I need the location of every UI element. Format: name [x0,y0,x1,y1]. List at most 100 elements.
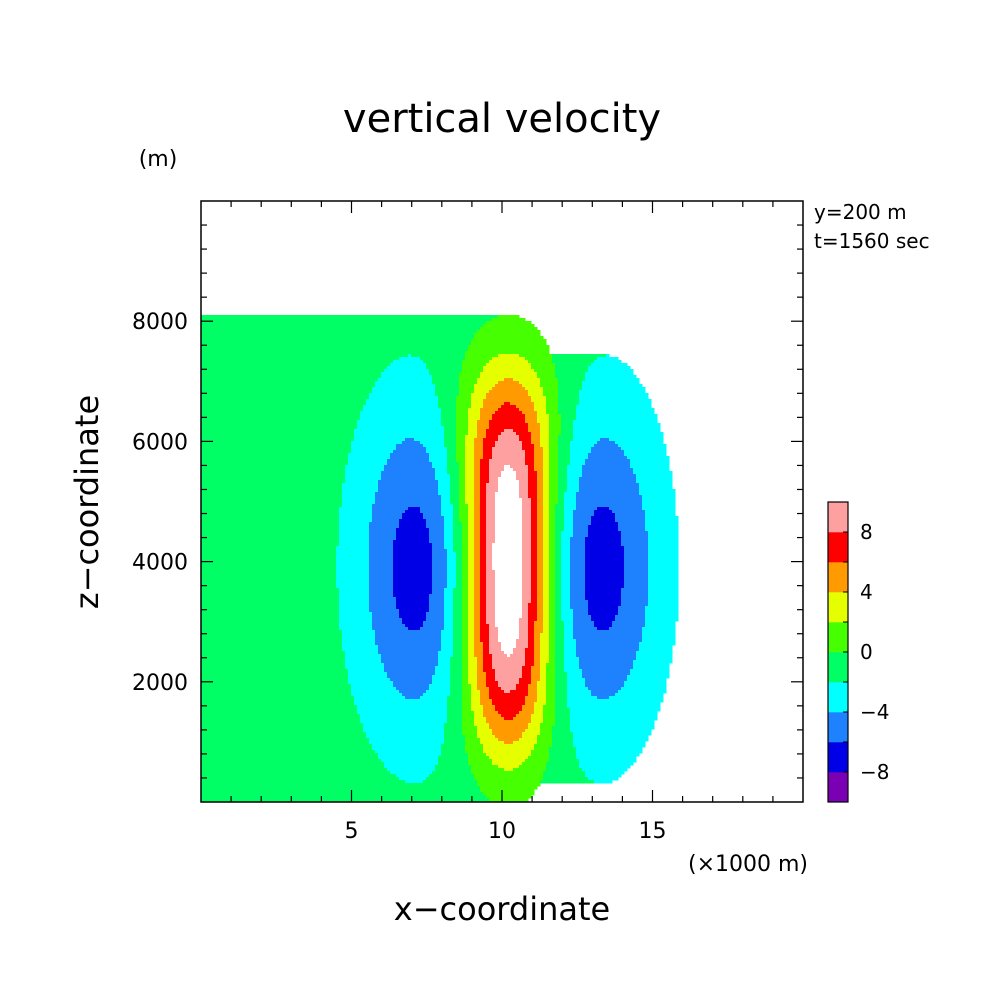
field-cell [561,414,577,418]
field-cell [453,651,463,655]
field-cell [201,351,466,355]
field-cell [201,567,337,571]
field-cell [453,645,463,649]
field-cell [585,555,625,559]
field-cell [537,483,544,487]
field-cell [561,606,571,610]
contour-field [201,315,679,803]
field-cell [558,459,571,463]
field-cell [486,603,496,607]
field-cell [477,732,493,736]
field-cell [567,705,661,709]
field-cell [600,438,610,442]
field-cell [492,387,526,391]
field-cell [519,627,529,631]
field-cell [552,726,571,730]
field-cell [474,600,481,604]
field-cell [402,516,424,520]
field-cell [432,561,448,565]
field-cell [486,597,496,601]
field-cell [576,651,637,655]
field-cell [540,651,550,655]
field-cell [594,621,613,625]
field-cell [360,717,448,721]
field-cell [477,666,484,670]
field-cell [348,678,391,682]
field-cell [201,591,340,595]
field-cell [441,648,454,652]
field-cell [435,468,448,472]
field-cell [531,561,538,565]
field-cell [648,537,679,541]
field-cell [450,495,460,499]
field-cell [462,675,469,679]
colorbar-swatch [828,682,848,713]
field-cell [522,564,532,568]
field-cell [372,621,403,625]
field-cell [453,642,463,646]
field-cell [201,537,340,541]
field-cell [537,513,544,517]
field-cell [555,717,571,721]
field-cell [462,648,469,652]
field-cell [531,525,538,529]
field-cell [561,618,574,622]
field-cell [393,543,433,547]
field-cell [564,666,580,670]
field-cell [462,522,469,526]
field-cell [480,510,487,514]
field-cell [495,573,523,577]
field-cell [468,654,475,658]
field-cell [345,654,382,658]
field-cell [474,489,481,493]
field-cell [477,423,490,427]
field-cell [201,798,490,802]
field-cell [573,420,658,424]
field-cell [531,513,538,517]
field-cell [453,639,463,643]
field-cell [576,495,643,499]
field-cell [462,690,472,694]
field-cell [486,363,532,367]
field-cell [549,636,556,640]
field-cell [543,459,550,463]
field-cell [468,411,481,415]
field-cell [534,642,541,646]
field-cell [552,744,574,748]
field-cell [636,651,673,655]
field-cell [480,576,487,580]
field-cell [555,519,565,523]
field-cell [531,543,538,547]
field-cell [558,501,565,505]
field-cell [645,513,676,517]
field-cell [495,678,520,682]
field-cell [618,612,646,616]
field-cell [432,564,448,568]
field-cell [339,603,370,607]
field-cell [465,462,475,466]
field-cell [468,504,475,508]
field-cell [450,498,460,502]
field-cell [567,681,586,685]
field-cell [468,549,475,553]
field-cell [636,657,673,661]
field-cell [339,519,373,523]
field-cell [201,762,385,766]
field-cell [474,456,484,460]
field-cell [558,462,571,466]
field-cell [579,660,634,664]
field-cell [474,561,481,565]
field-cell [201,516,340,520]
field-cell [534,462,544,466]
field-cell [423,360,463,364]
field-cell [582,669,631,673]
field-cell [372,390,436,394]
field-cell [570,567,586,571]
field-cell [570,714,658,718]
field-cell [444,600,454,604]
field-cell [441,414,457,418]
field-cell [444,612,454,616]
field-cell [531,597,538,601]
field-cell [447,456,457,460]
field-cell [486,507,496,511]
